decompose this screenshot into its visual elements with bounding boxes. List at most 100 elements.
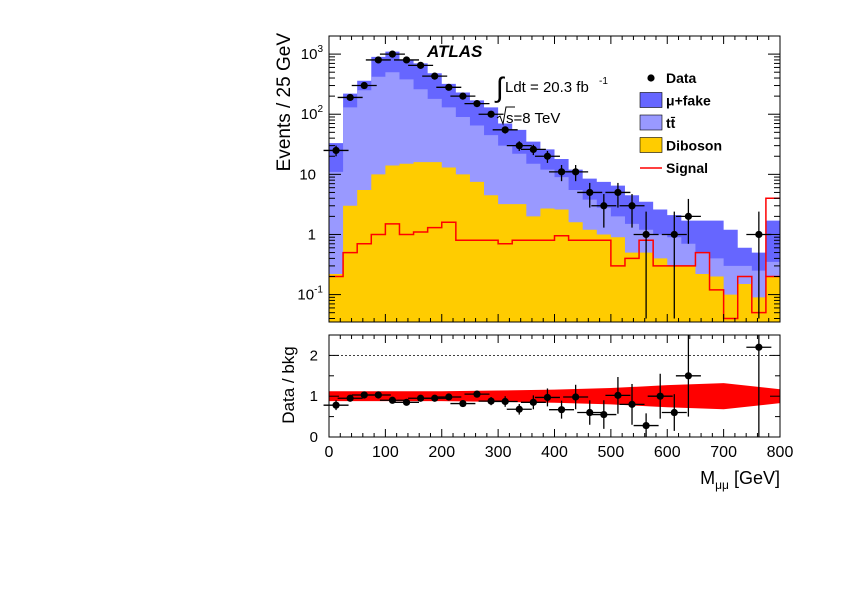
ratio-marker — [417, 394, 425, 402]
main-axes — [328, 35, 781, 323]
ratio-marker — [600, 410, 608, 419]
x-tick-label: 800 — [767, 444, 794, 461]
data-point — [577, 182, 603, 208]
ratio-point — [563, 384, 589, 410]
legend-label: Signal — [666, 160, 708, 176]
legend-entry: μ+fake — [639, 92, 711, 109]
data-point — [591, 194, 617, 228]
legend-marker — [647, 74, 655, 82]
ratio-marker — [614, 391, 622, 399]
ratio-axes — [328, 334, 781, 438]
y-tick-label: 1 — [308, 226, 316, 243]
legend-swatch — [639, 137, 663, 153]
y-tick-label-base: 10 — [301, 106, 318, 123]
luminosity-annotation: ∫ Ldt = 20.3 fb -1 — [494, 72, 608, 103]
ratio-marker — [346, 394, 354, 402]
data-point — [351, 81, 377, 90]
y-tick-label: 10-1 — [297, 285, 323, 304]
ratio-point — [365, 391, 391, 399]
y-tick-label: 102 — [301, 104, 324, 123]
data-marker — [501, 126, 509, 134]
ratio-marker — [755, 343, 763, 351]
data-marker — [670, 230, 678, 239]
ratio-marker — [487, 397, 495, 405]
energy-annotation: s=8 TeV — [496, 106, 560, 127]
data-point — [534, 150, 560, 163]
data-point — [605, 182, 631, 208]
data-marker — [572, 168, 580, 176]
signal-line — [329, 221, 780, 320]
data-marker — [529, 145, 537, 153]
ratio-marker — [445, 393, 453, 401]
legend-entry: tt̄ — [639, 114, 676, 131]
data-marker — [360, 81, 368, 90]
data-point — [365, 56, 391, 64]
ratio-point — [436, 393, 462, 401]
ratio-marker — [431, 394, 439, 402]
ratio-point — [619, 383, 645, 425]
data-marker — [628, 202, 636, 210]
x-tick-label: 600 — [654, 444, 681, 461]
ratio-marker — [572, 393, 580, 401]
data-point — [675, 198, 701, 244]
legend-entry: Diboson — [639, 137, 722, 154]
data-marker — [755, 230, 763, 239]
energy-text: s=8 TeV — [506, 110, 560, 127]
ratio-marker — [402, 398, 411, 406]
x-tick-label: 500 — [598, 444, 625, 461]
ratio-tick-labels: 0 100 200 300 400 500 600 700 800 0 1 2 — [310, 347, 794, 461]
ratio-point — [633, 413, 659, 437]
data-points — [323, 50, 772, 319]
x-tick-label: 300 — [485, 444, 512, 461]
y-tick-label-exponent: 2 — [317, 104, 323, 115]
hist-diboson — [329, 162, 780, 322]
data-point — [746, 211, 772, 319]
y-tick-label-base: 10 — [299, 166, 316, 183]
ratio-point — [591, 400, 617, 429]
ratio-point — [746, 335, 772, 437]
data-marker — [332, 146, 340, 155]
data-marker — [600, 202, 608, 210]
x-tick-label: 200 — [428, 444, 455, 461]
ratio-y-tick-label: 1 — [310, 388, 318, 405]
x-tick-label: 0 — [325, 444, 334, 461]
ratio-point — [520, 395, 546, 410]
data-marker — [487, 110, 495, 118]
legend: Data μ+fake tt̄ Diboson Signal — [639, 70, 722, 176]
stacked-histograms — [329, 51, 780, 323]
legend-label: tt̄ — [666, 115, 676, 131]
ratio-marker — [628, 400, 636, 408]
ratio-point — [647, 373, 673, 419]
x-tick-label: 700 — [710, 444, 737, 461]
data-point — [633, 211, 659, 319]
ratio-y-tick-label: 2 — [310, 347, 318, 364]
luminosity-text: Ldt = 20.3 fb — [505, 79, 589, 96]
ratio-point — [549, 400, 575, 419]
ratio-marker — [332, 401, 340, 409]
data-point — [464, 100, 490, 108]
y-tick-label-base: 10 — [301, 46, 318, 63]
data-point — [422, 72, 448, 80]
data-marker — [684, 212, 692, 220]
x-tick-label: 400 — [541, 444, 568, 461]
data-marker — [459, 92, 467, 100]
data-point — [436, 83, 462, 91]
sqrt-sign — [496, 106, 515, 126]
ratio-points — [323, 335, 772, 437]
data-point — [323, 145, 349, 157]
x-tick-label: 100 — [372, 444, 399, 461]
ratio-point — [605, 377, 631, 414]
data-point — [478, 110, 504, 118]
data-marker — [417, 61, 425, 69]
ratio-uncertainty-band — [329, 383, 780, 410]
legend-swatch — [639, 92, 663, 108]
ratio-marker — [515, 405, 523, 413]
data-marker — [557, 168, 566, 176]
ratio-point — [661, 394, 687, 431]
data-marker — [431, 72, 439, 80]
main-y-axis-label: Events / 25 GeV — [274, 33, 295, 172]
ratio-point — [464, 390, 490, 398]
ratio-marker — [656, 392, 664, 400]
